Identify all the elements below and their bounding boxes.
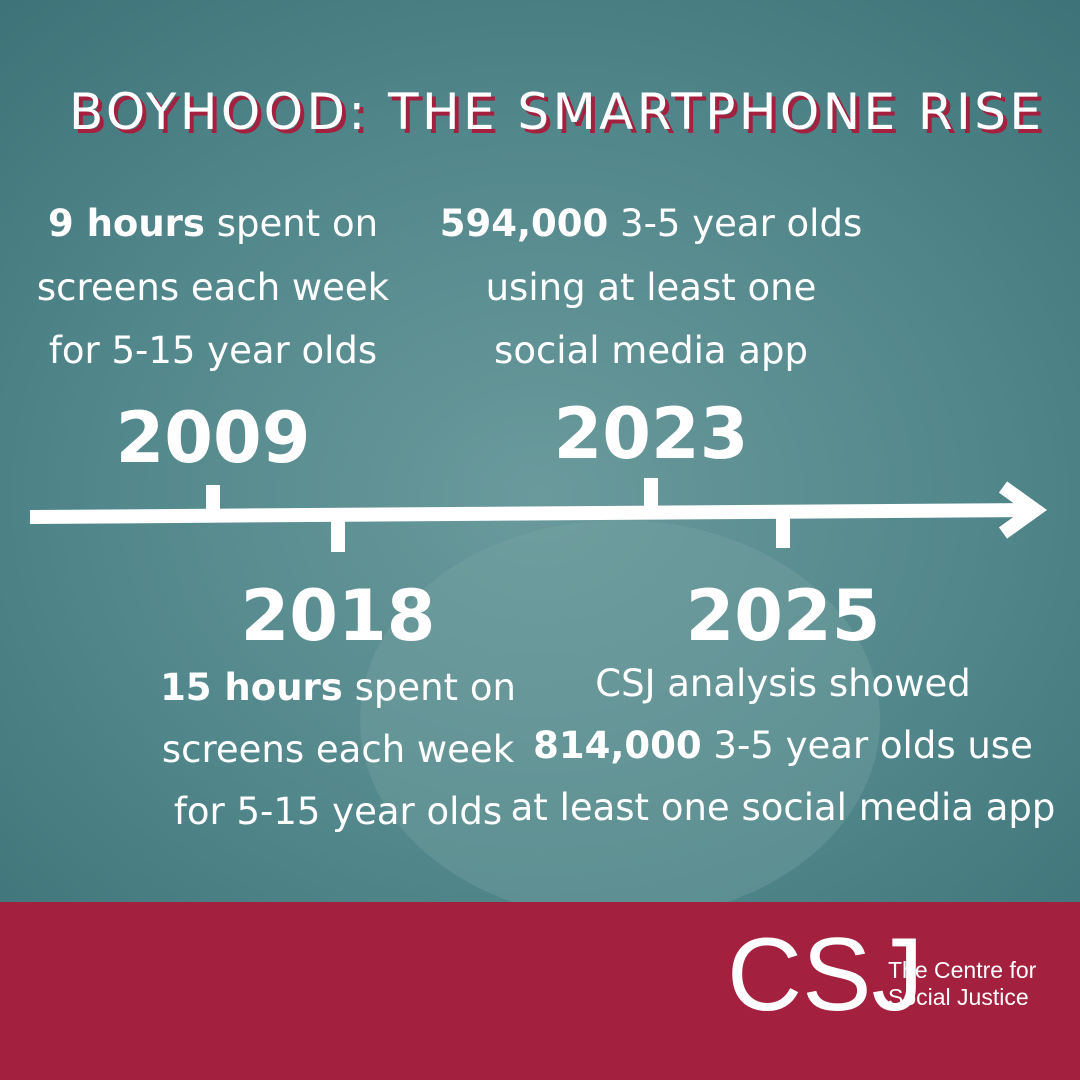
event-text: using at least one	[486, 266, 817, 309]
event-text-segment: using at least one	[486, 266, 817, 309]
event-text: for 5-15 year olds	[49, 329, 377, 372]
background	[0, 0, 1080, 902]
event-text-segment: screens each week	[37, 266, 390, 309]
event-text-segment: spent on	[205, 202, 378, 245]
timeline-axis	[29, 503, 1031, 524]
event-text-segment: for 5-15 year olds	[49, 329, 377, 372]
event-text: 814,000 3-5 year olds use	[533, 724, 1033, 767]
event-highlight: 9 hours	[48, 202, 205, 245]
logo-text: Social Justice	[888, 984, 1029, 1010]
event-text-segment: 3-5 year olds	[608, 202, 862, 245]
title: BOYHOOD: THE SMARTPHONE RISE	[69, 83, 1041, 141]
timeline	[29, 478, 1047, 552]
footer-band	[0, 902, 1080, 1080]
event-text-segment: 3-5 year olds use	[702, 724, 1033, 767]
event-year: 2023	[554, 393, 749, 475]
timeline-arrowhead	[998, 481, 1047, 539]
event-text: 9 hours spent on	[48, 202, 378, 245]
event-text: social media app	[494, 329, 808, 372]
event-text-segment: at least one social media app	[511, 786, 1056, 829]
event-year: 2009	[116, 397, 311, 479]
event-text-segment: spent on	[343, 666, 516, 709]
event-text: CSJ analysis showed	[595, 662, 970, 705]
event-highlight: 814,000	[533, 724, 702, 767]
event-text: for 5-15 year olds	[174, 790, 502, 833]
event-highlight: 594,000	[440, 202, 609, 245]
event-text: screens each week	[37, 266, 390, 309]
logo-text: The Centre for	[888, 957, 1037, 983]
event-text: 15 hours spent on	[160, 666, 516, 709]
event-text-segment: for 5-15 year olds	[174, 790, 502, 833]
event-text-segment: screens each week	[162, 728, 515, 771]
event-text: 594,000 3-5 year olds	[440, 202, 862, 245]
events: 2009 9 hours spent on screens each week for…	[37, 202, 1055, 833]
event-text: screens each week	[162, 728, 515, 771]
title-shadow: BOYHOOD: THE SMARTPHONE RISE	[73, 87, 1045, 145]
event-year: 2018	[241, 575, 436, 657]
event-text-segment: CSJ analysis showed	[595, 662, 970, 705]
event-text-segment: social media app	[494, 329, 808, 372]
logo-mark: CSJ	[727, 917, 923, 1033]
event-year: 2025	[686, 575, 881, 657]
photo-blur	[360, 520, 880, 920]
event-text: at least one social media app	[511, 786, 1056, 829]
event-highlight: 15 hours	[160, 666, 343, 709]
